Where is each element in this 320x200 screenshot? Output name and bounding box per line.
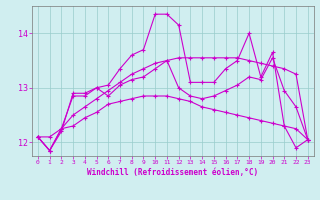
X-axis label: Windchill (Refroidissement éolien,°C): Windchill (Refroidissement éolien,°C) — [87, 168, 258, 177]
